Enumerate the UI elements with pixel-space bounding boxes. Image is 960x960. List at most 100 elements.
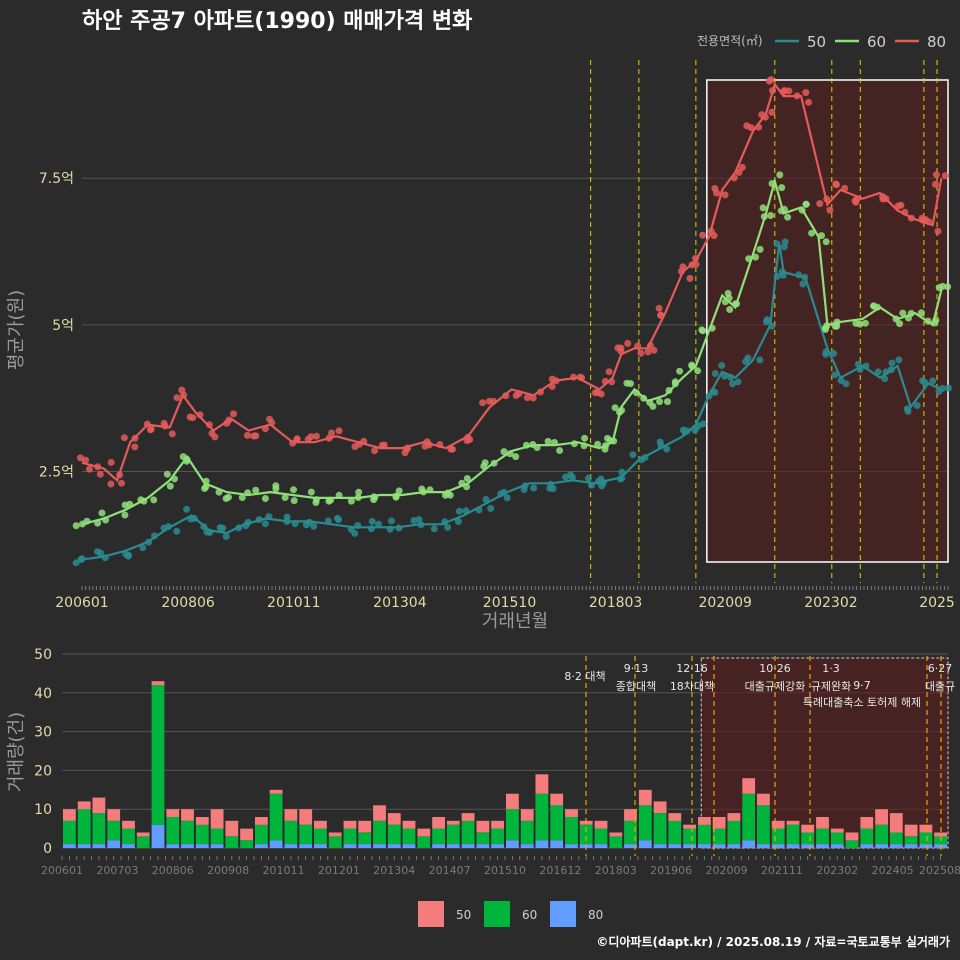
bar-50-22 bbox=[387, 813, 401, 825]
series-80-point bbox=[380, 441, 388, 449]
bar-60-24 bbox=[417, 836, 431, 848]
bar-50-45 bbox=[727, 813, 741, 821]
bar-80-16 bbox=[299, 844, 313, 848]
bar-50-8 bbox=[181, 809, 194, 821]
volume-x-tick-12: 202009 bbox=[706, 864, 748, 877]
bar-50-55 bbox=[875, 809, 888, 825]
volume-x-tick-15: 202405 bbox=[872, 864, 914, 877]
series-60-point bbox=[822, 238, 830, 246]
series-80-point bbox=[802, 89, 810, 97]
series-80-point bbox=[118, 479, 125, 487]
series-60-line bbox=[81, 176, 943, 526]
volume-x-tick-2: 200806 bbox=[152, 864, 194, 877]
bar-60-13 bbox=[255, 824, 268, 845]
series-80 bbox=[76, 76, 949, 488]
series-50-point bbox=[520, 486, 528, 494]
bar-60-43 bbox=[698, 824, 711, 845]
bar-50-27 bbox=[461, 813, 475, 821]
bar-50-28 bbox=[476, 820, 490, 833]
bar-60-3 bbox=[107, 820, 121, 841]
legend-label-60: 60 bbox=[867, 33, 886, 51]
bar-80-26 bbox=[446, 844, 460, 848]
bar-80-0 bbox=[63, 844, 76, 848]
bar-60-18 bbox=[328, 836, 342, 848]
series-60-point bbox=[163, 470, 171, 478]
bar-80-52 bbox=[830, 844, 844, 848]
series-50-line bbox=[81, 242, 942, 561]
x-tick-0: 200601 bbox=[55, 595, 108, 611]
bar-50-1 bbox=[77, 801, 91, 810]
x-tick-3: 201304 bbox=[373, 595, 427, 611]
series-80-point bbox=[328, 429, 335, 437]
volume-x-tick-9: 201612 bbox=[539, 864, 581, 877]
annotation-date-6: 6·27 bbox=[928, 662, 953, 675]
series-60-point bbox=[252, 486, 260, 494]
series-80-point bbox=[82, 456, 89, 464]
x-axis-title: 거래년월 bbox=[482, 611, 548, 632]
series-80-point bbox=[107, 458, 115, 466]
series-50-point bbox=[455, 507, 463, 515]
series-60-point bbox=[418, 485, 426, 493]
volume-x-tick-8: 201510 bbox=[484, 864, 526, 877]
series-80-point bbox=[644, 348, 652, 356]
series-60-point bbox=[861, 319, 869, 327]
series-60-point bbox=[225, 493, 232, 501]
bar-50-56 bbox=[889, 813, 903, 833]
bar-80-13 bbox=[255, 844, 268, 848]
series-80-point bbox=[785, 87, 793, 95]
series-60-point bbox=[784, 213, 792, 221]
bar-60-28 bbox=[476, 832, 490, 845]
series-80-point bbox=[805, 98, 813, 106]
series-50-point bbox=[938, 385, 946, 392]
series-80-point bbox=[211, 433, 219, 441]
series-60-point bbox=[544, 437, 552, 445]
bar-50-42 bbox=[683, 824, 696, 829]
series-80-point bbox=[721, 191, 729, 199]
bar-50-57 bbox=[904, 824, 918, 837]
series-80-point bbox=[747, 124, 755, 132]
bar-80-32 bbox=[535, 840, 549, 848]
bar-60-48 bbox=[771, 828, 785, 845]
series-50-point bbox=[718, 362, 726, 369]
bar-80-17 bbox=[314, 844, 327, 848]
series-50-point bbox=[756, 356, 764, 364]
bar-80-41 bbox=[668, 844, 682, 848]
series-80-point bbox=[710, 232, 718, 240]
bar-80-44 bbox=[712, 844, 726, 848]
series-60-point bbox=[463, 475, 471, 482]
bar-50-18 bbox=[328, 832, 342, 837]
bar-80-21 bbox=[373, 844, 386, 848]
series-50-point bbox=[744, 354, 752, 362]
bar-50-44 bbox=[712, 817, 726, 829]
annotation-0: 8·2 대책 bbox=[564, 670, 605, 683]
bar-80-31 bbox=[520, 844, 534, 848]
series-50-point bbox=[183, 505, 191, 513]
series-50-point bbox=[711, 370, 719, 377]
bar-80-23 bbox=[402, 844, 416, 848]
bar-50-47 bbox=[757, 793, 770, 806]
bar-60-21 bbox=[373, 820, 386, 845]
bar-50-31 bbox=[520, 809, 534, 821]
bar-50-19 bbox=[343, 820, 357, 829]
volume-x-tick-10: 201803 bbox=[595, 864, 637, 877]
series-60-point bbox=[307, 488, 315, 496]
bar-80-36 bbox=[594, 844, 608, 848]
volume-y-tick-0: 0 bbox=[43, 841, 52, 857]
bar-50-49 bbox=[786, 820, 800, 825]
top-legend: 50 60 80 bbox=[775, 33, 946, 51]
bar-60-54 bbox=[860, 828, 874, 845]
x-tick-7: 202302 bbox=[804, 595, 857, 611]
bar-60-17 bbox=[314, 828, 327, 845]
series-50-point bbox=[585, 474, 592, 482]
series-80-point bbox=[637, 349, 645, 357]
series-60-point bbox=[724, 289, 732, 297]
bar-80-9 bbox=[195, 844, 209, 848]
series-60-point bbox=[896, 320, 904, 328]
bar-50-52 bbox=[830, 828, 844, 833]
bar-50-23 bbox=[402, 820, 416, 829]
series-60-point bbox=[808, 229, 816, 237]
bar-50-38 bbox=[624, 809, 637, 821]
policy-annotations: 8·2 대책 9·13 종합대책 12·16 18차대책 10·26 대출규제강화 1·3 규제… bbox=[564, 662, 955, 709]
bar-80-4 bbox=[122, 844, 135, 848]
bar-80-6 bbox=[151, 824, 165, 848]
